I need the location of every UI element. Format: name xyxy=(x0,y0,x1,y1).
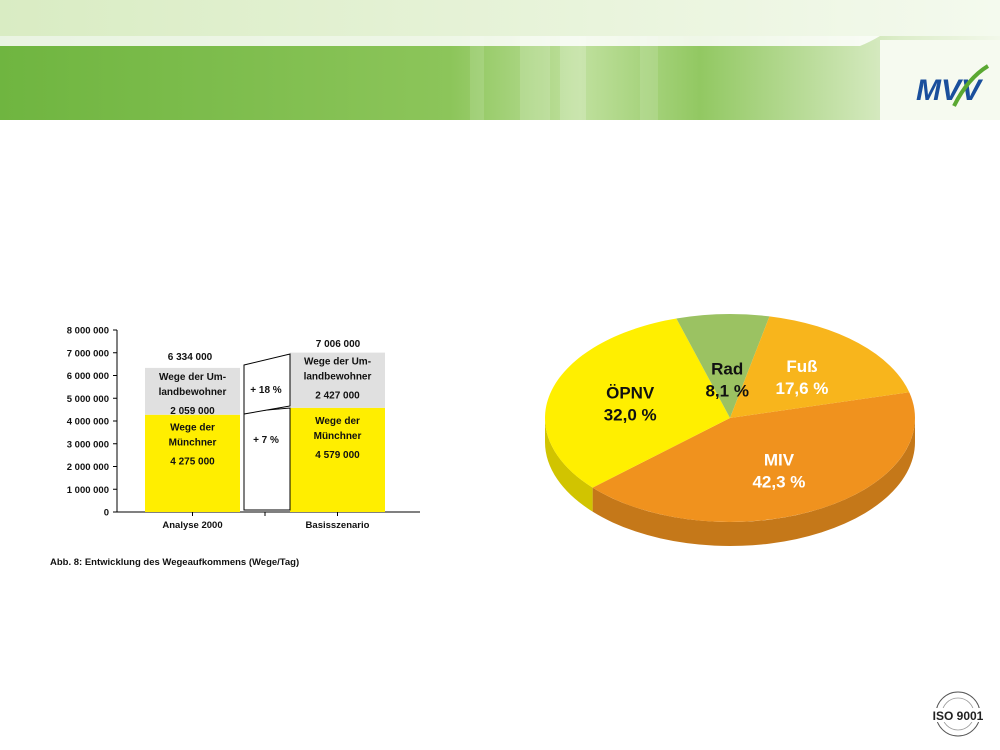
pie-slice-label: MIV xyxy=(764,450,795,469)
bar-segment xyxy=(145,367,240,415)
pie-side xyxy=(592,418,915,546)
chart-caption: Abb. 8: Entwicklung des Wegeaufkommens (… xyxy=(50,557,299,568)
bar-segment-label: Wege der Um- xyxy=(159,372,226,383)
bar-series: Wege der Münchner 4 275 000 Wege der Um-lan… xyxy=(145,352,385,512)
bar-segment-label: Wege der xyxy=(315,416,360,427)
iso-9001-seal: ISO 9001 xyxy=(926,691,990,737)
bar-segment-label: landbewohner xyxy=(159,387,227,398)
x-tick-label: Analyse 2000 xyxy=(162,520,222,531)
bar-segment-label: landbewohner xyxy=(304,372,372,383)
pie-side xyxy=(545,418,593,512)
header-graphic xyxy=(0,0,1000,120)
growth-connector: + 7 % + 18 % xyxy=(243,353,291,511)
growth-lower-label: + 7 % xyxy=(253,435,279,446)
bar-segment-label: Münchner xyxy=(314,431,362,442)
y-tick-label: 1 000 000 xyxy=(67,485,109,496)
bar-y-axis: 0 1 000 000 2 000 000 3 000 000 4 000 000 5 0… xyxy=(67,326,420,531)
pie-labels: MIV 42,3 % ÖPNV 32,0 % Rad 8,1 % Fuß 17,6 % xyxy=(604,357,829,491)
bar-segment-label: Münchner xyxy=(169,438,217,449)
bar-segment-label: Wege der Um- xyxy=(304,357,371,368)
total-label-analyse: 6 334 000 xyxy=(168,352,213,363)
y-tick-label: 2 000 000 xyxy=(67,462,109,473)
mvv-logo: MVV xyxy=(916,64,990,107)
pie-slice-label: Rad xyxy=(711,360,743,379)
y-tick-label: 4 000 000 xyxy=(67,417,109,428)
bar-segment-label: 4 275 000 xyxy=(170,457,215,468)
growth-box-lower xyxy=(243,407,291,511)
pie-slice xyxy=(545,318,730,488)
header-banner: MVV xyxy=(0,0,1000,120)
y-tick-label: 8 000 000 xyxy=(67,326,109,337)
bar-segment xyxy=(290,407,385,512)
pie-slice xyxy=(676,314,770,418)
bar-segment-label: 4 579 000 xyxy=(315,450,360,461)
y-tick-label: 5 000 000 xyxy=(67,394,109,405)
y-tick-label: 6 000 000 xyxy=(67,371,109,382)
x-tick-label: Basisszenario xyxy=(306,520,370,531)
pie-slices xyxy=(545,314,915,546)
y-tick-label: 7 000 000 xyxy=(67,348,109,359)
bar-segment xyxy=(145,414,240,512)
bar-segment xyxy=(290,352,385,408)
pie-slice-value: 32,0 % xyxy=(604,405,657,424)
seal-text: ISO 9001 xyxy=(933,709,984,723)
pie-slice-value: 42,3 % xyxy=(752,472,805,491)
pie-slice-label: ÖPNV xyxy=(606,383,655,402)
pie-slice xyxy=(592,392,915,522)
y-tick-label: 0 xyxy=(104,508,109,519)
y-tick-label: 3 000 000 xyxy=(67,439,109,450)
bar-segment-label: 2 059 000 xyxy=(170,406,215,417)
pie-slice-value: 17,6 % xyxy=(775,379,828,398)
total-label-basis: 7 006 000 xyxy=(316,339,361,350)
bar-segment-label: Wege der xyxy=(170,423,215,434)
growth-upper-label: + 18 % xyxy=(250,385,282,396)
pie-slice xyxy=(730,316,910,418)
bar-segment-label: 2 427 000 xyxy=(315,391,360,402)
pie-slice-label: Fuß xyxy=(786,357,817,376)
pie-slice-value: 8,1 % xyxy=(705,382,748,401)
growth-box-upper xyxy=(243,353,291,415)
